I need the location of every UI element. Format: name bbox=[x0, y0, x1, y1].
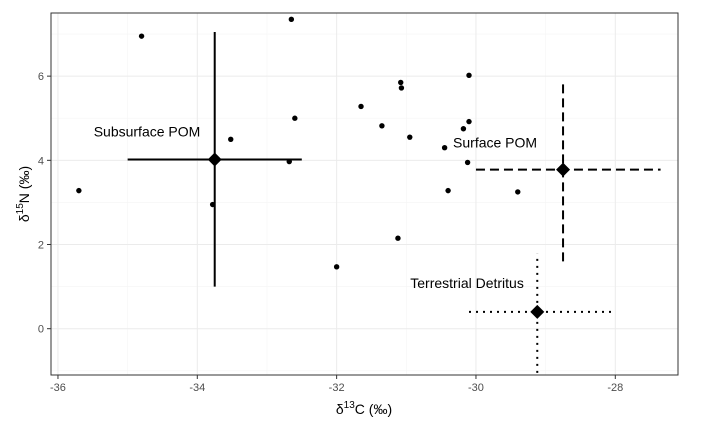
data-point bbox=[358, 103, 364, 110]
data-point bbox=[395, 235, 401, 241]
axes: -36 -34 -32 -30 -28 0 2 4 6 bbox=[38, 71, 623, 394]
source-label: Terrestrial Detritus bbox=[410, 275, 524, 291]
data-point bbox=[445, 187, 451, 194]
source-labels: Subsurface POM Surface POM Terrestrial Det… bbox=[94, 123, 537, 290]
data-point bbox=[333, 264, 340, 270]
data-point bbox=[379, 123, 385, 129]
x-axis-tick-label: -30 bbox=[468, 382, 484, 394]
sample-points bbox=[76, 16, 521, 270]
source-mean-marker bbox=[207, 152, 222, 167]
data-point bbox=[138, 33, 145, 39]
x-axis-tick-label: -36 bbox=[50, 382, 66, 394]
source-means bbox=[207, 152, 571, 319]
x-axis-tick-label: -32 bbox=[329, 382, 345, 394]
source-mean-marker bbox=[556, 162, 571, 177]
x-axis-tick-label: -28 bbox=[607, 382, 623, 394]
source-label: Subsurface POM bbox=[94, 123, 201, 139]
x-axis-tick-label: -34 bbox=[189, 382, 205, 394]
data-point bbox=[398, 79, 404, 86]
data-point bbox=[286, 158, 292, 165]
y-axis-title: δ15N (‰) bbox=[15, 166, 32, 222]
data-point bbox=[466, 118, 472, 125]
data-point bbox=[460, 126, 467, 132]
source-label: Surface POM bbox=[453, 135, 537, 151]
data-point bbox=[407, 134, 413, 140]
data-point bbox=[441, 144, 448, 151]
data-point bbox=[398, 85, 405, 91]
data-point bbox=[228, 136, 234, 142]
plot-panel-background bbox=[51, 13, 678, 375]
source-mean-marker bbox=[530, 304, 545, 319]
data-point bbox=[288, 16, 295, 23]
x-axis-title: δ13C (‰) bbox=[336, 400, 392, 417]
y-axis-tick-label: 6 bbox=[38, 71, 44, 83]
y-axis-tick-label: 4 bbox=[38, 155, 44, 167]
plot-panel-frame bbox=[50, 12, 679, 376]
data-point bbox=[466, 72, 472, 78]
y-axis-tick-label: 2 bbox=[38, 240, 44, 252]
data-point bbox=[209, 201, 216, 208]
data-point bbox=[292, 115, 298, 121]
data-point bbox=[515, 189, 521, 195]
data-point bbox=[464, 159, 471, 166]
y-axis-tick-label: 0 bbox=[38, 324, 44, 336]
grid bbox=[51, 13, 678, 375]
data-point bbox=[76, 187, 82, 194]
